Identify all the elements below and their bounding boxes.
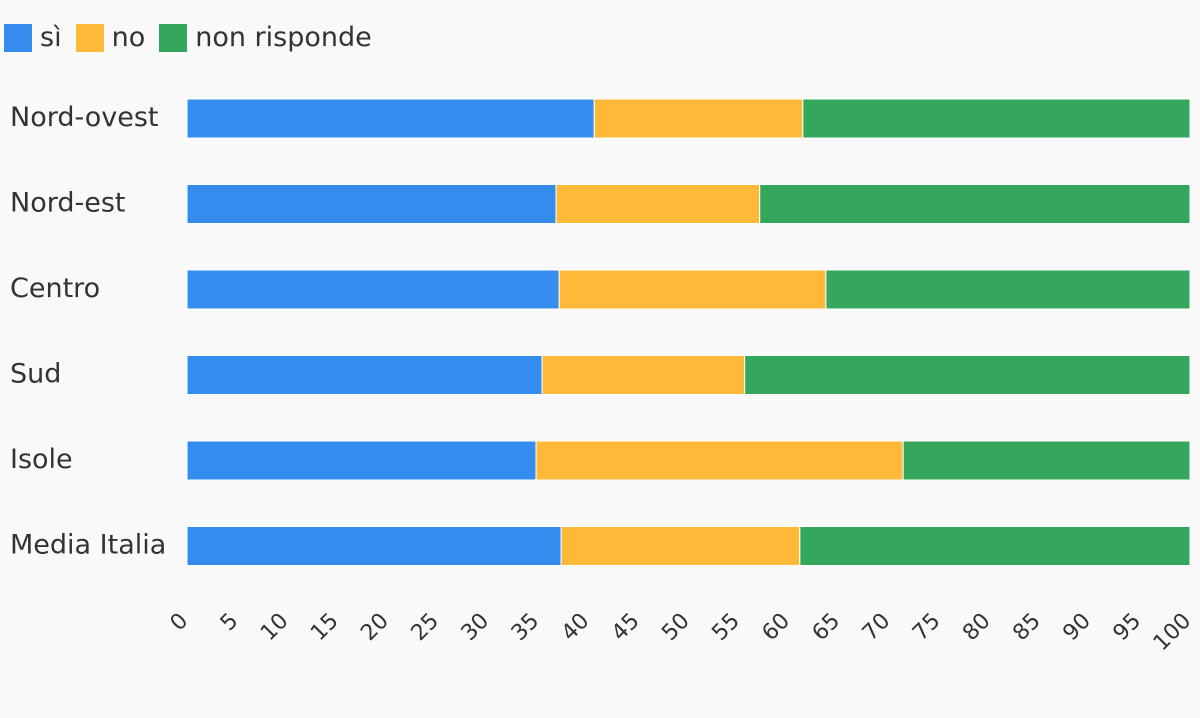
x-tick-label: 5 bbox=[216, 609, 244, 637]
category-label: Nord-est bbox=[10, 188, 126, 219]
x-axis-ticks: 0 5 10 15 20 25 30 35 40 45 50 55 60 65 70 75 80 85 90 95 10… bbox=[166, 609, 1197, 656]
bar-segment[interactable] bbox=[902, 440, 1191, 481]
x-tick-label: 75 bbox=[908, 609, 945, 646]
x-tick-label: 15 bbox=[306, 609, 343, 646]
bar-segment[interactable] bbox=[744, 355, 1191, 395]
x-tick-label: 10 bbox=[256, 609, 293, 646]
legend-item-si[interactable]: sì bbox=[4, 22, 62, 54]
x-tick-label: 95 bbox=[1109, 609, 1146, 646]
bar-segment[interactable] bbox=[186, 355, 543, 395]
bar-segment[interactable] bbox=[186, 440, 537, 481]
x-tick-label: 65 bbox=[808, 609, 845, 646]
legend-swatch-no bbox=[75, 24, 104, 52]
bar-segment[interactable] bbox=[593, 98, 804, 139]
bar-segment[interactable] bbox=[558, 269, 827, 310]
legend-swatch-si bbox=[4, 24, 32, 52]
legend-item-non-risponde[interactable]: non risponde bbox=[159, 22, 372, 54]
legend-label-non-risponde: non risponde bbox=[195, 22, 372, 53]
x-tick-label: 35 bbox=[507, 609, 544, 646]
x-tick-label: 60 bbox=[758, 609, 795, 646]
bar-segment[interactable] bbox=[186, 184, 557, 224]
x-tick-label: 70 bbox=[858, 609, 895, 646]
category-label: Nord-ovest bbox=[10, 102, 159, 133]
bar-segment[interactable] bbox=[535, 440, 904, 481]
x-tick-label: 100 bbox=[1149, 609, 1196, 656]
x-tick-label: 45 bbox=[607, 609, 644, 646]
legend-item-no[interactable]: no bbox=[75, 22, 146, 54]
bar-segment[interactable] bbox=[555, 184, 761, 224]
bar-segment[interactable] bbox=[799, 526, 1191, 566]
category-label: Centro bbox=[10, 273, 100, 304]
bar-segment[interactable] bbox=[186, 269, 560, 310]
legend: sì no non risponde bbox=[4, 22, 386, 54]
category-labels: Nord-ovest Nord-est Centro Sud Isole Media It… bbox=[10, 102, 166, 561]
legend-swatch-non-risponde bbox=[159, 24, 188, 52]
bar-segment[interactable] bbox=[759, 184, 1191, 224]
x-tick-label: 50 bbox=[657, 609, 694, 646]
x-tick-label: 20 bbox=[356, 609, 393, 646]
legend-label-si: sì bbox=[40, 22, 62, 53]
bars-layer bbox=[186, 98, 1191, 566]
category-label: Media Italia bbox=[10, 530, 166, 561]
x-tick-label: 0 bbox=[166, 609, 194, 637]
legend-label-no: no bbox=[111, 22, 146, 53]
x-tick-label: 85 bbox=[1008, 609, 1045, 646]
x-tick-label: 25 bbox=[407, 609, 444, 646]
x-tick-label: 30 bbox=[457, 609, 494, 646]
bar-segment[interactable] bbox=[186, 526, 562, 566]
x-tick-label: 40 bbox=[557, 609, 594, 646]
bar-segment[interactable] bbox=[560, 526, 801, 566]
x-tick-label: 80 bbox=[958, 609, 995, 646]
bar-segment[interactable] bbox=[825, 269, 1191, 310]
bar-segment[interactable] bbox=[186, 98, 595, 139]
x-tick-label: 90 bbox=[1058, 609, 1095, 646]
bar-segment[interactable] bbox=[541, 355, 746, 395]
x-tick-label: 55 bbox=[707, 609, 744, 646]
category-label: Isole bbox=[10, 444, 73, 475]
category-label: Sud bbox=[10, 359, 61, 390]
bar-segment[interactable] bbox=[802, 98, 1191, 139]
